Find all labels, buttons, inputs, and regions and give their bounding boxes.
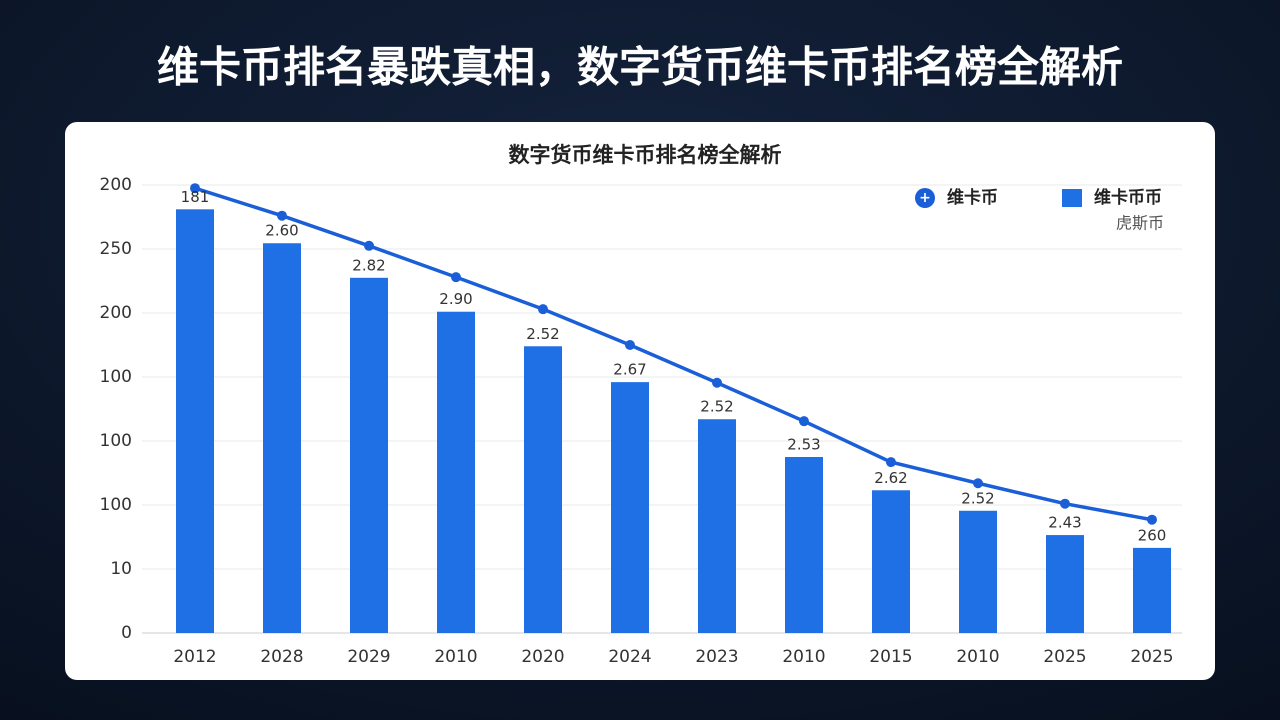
legend-label: 维卡币 [947, 187, 998, 208]
bar [176, 209, 214, 633]
y-tick-label: 200 [100, 303, 132, 323]
line-point [973, 478, 983, 489]
x-tick-label: 2023 [695, 647, 738, 667]
x-tick-label: 2012 [173, 647, 216, 667]
bar-annotation: 181 [181, 188, 210, 206]
bar [1133, 547, 1171, 633]
line-point [277, 210, 287, 221]
line-point [451, 272, 461, 283]
line-point [538, 304, 548, 315]
bar-annotation: 2.62 [874, 469, 907, 487]
y-tick-label: 200 [100, 175, 132, 195]
legend-icon [915, 188, 935, 208]
bar [698, 419, 736, 633]
chart-title: 数字货币维卡币排名榜全解析 [509, 143, 782, 167]
bar-annotation: 2.53 [787, 436, 820, 454]
x-tick-label: 2025 [1043, 647, 1086, 667]
bar [959, 510, 997, 633]
bar-annotation: 2.82 [352, 256, 385, 274]
bar-annotation: 260 [1138, 526, 1167, 544]
legend-icon [1062, 189, 1082, 207]
bar-annotation: 2.90 [439, 290, 472, 308]
bar [350, 277, 388, 633]
bar-annotation: 2.52 [700, 398, 733, 416]
bar [437, 311, 475, 633]
x-tick-label: 2024 [608, 647, 651, 667]
line-point [190, 183, 200, 194]
bar-annotation: 2.52 [526, 325, 559, 343]
bar [524, 346, 562, 633]
y-tick-label: 250 [100, 239, 132, 259]
legend-icon-plus: + [919, 190, 931, 206]
legend-label: 维卡币币 [1094, 187, 1162, 208]
bar [1046, 535, 1084, 633]
x-tick-label: 2029 [347, 647, 390, 667]
bar [263, 243, 301, 634]
line-point [1060, 498, 1070, 509]
y-tick-label: 0 [121, 623, 132, 643]
bar-annotation: 2.67 [613, 361, 646, 379]
x-tick-label: 2025 [1130, 647, 1173, 667]
line-point [1147, 514, 1157, 525]
bar [872, 490, 910, 633]
line-point [364, 240, 374, 251]
line-point [799, 416, 809, 427]
line [194, 186, 1153, 522]
x-tick-label: 2010 [956, 647, 999, 667]
x-tick-label: 2015 [869, 647, 912, 667]
bar-annotation: 2.52 [961, 489, 994, 507]
y-tick-label: 100 [100, 495, 132, 515]
bar [785, 457, 823, 633]
y-tick-label: 10 [110, 559, 132, 579]
bar-annotation: 2.43 [1048, 514, 1081, 532]
bar [611, 382, 649, 633]
bar-annotation: 2.60 [265, 222, 298, 240]
x-tick-label: 2028 [260, 647, 303, 667]
y-tick-label: 100 [100, 431, 132, 451]
line-point [886, 457, 896, 468]
y-tick-label: 100 [100, 367, 132, 387]
line-point [712, 377, 722, 388]
page-title: 维卡币排名暴跌真相，数字货币维卡币排名榜全解析 [157, 43, 1123, 92]
legend-note: 虎斯币 [1116, 214, 1164, 233]
x-tick-label: 2010 [434, 647, 477, 667]
line-point [625, 340, 635, 350]
x-tick-label: 2010 [782, 647, 825, 667]
x-tick-label: 2020 [521, 647, 564, 667]
